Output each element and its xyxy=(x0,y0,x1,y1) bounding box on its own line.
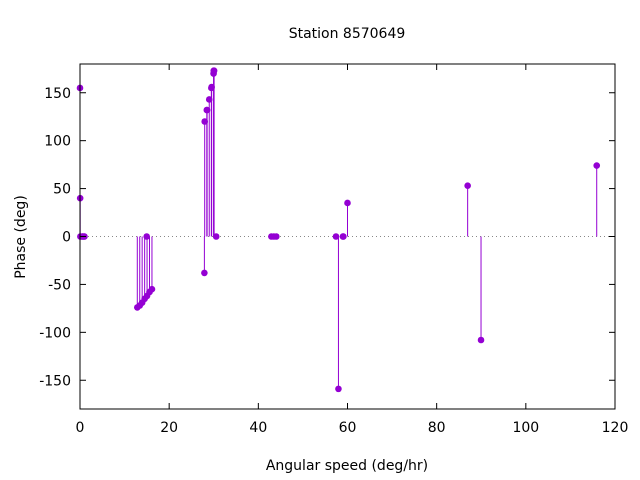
data-point xyxy=(208,83,215,91)
x-tick-label: 20 xyxy=(160,420,178,436)
data-point xyxy=(344,199,351,207)
x-tick-label: 0 xyxy=(76,420,85,436)
data-point xyxy=(464,182,471,190)
data-point xyxy=(201,118,208,125)
y-axis-label: Phase (deg) xyxy=(13,195,29,279)
data-point xyxy=(212,233,220,240)
data-point xyxy=(332,233,340,240)
data-point xyxy=(340,233,347,240)
data-point xyxy=(148,285,156,293)
x-tick-label: 80 xyxy=(428,420,446,436)
axis-ticks: 0 20 40 60 80 100 120 -150 -100 -50 0 50 100 150 xyxy=(39,64,628,436)
data-point xyxy=(203,106,211,114)
x-axis-label: Angular speed (deg/hr) xyxy=(266,458,428,474)
data-point xyxy=(593,162,601,169)
data-point xyxy=(205,96,213,103)
y-tick-label: 50 xyxy=(53,182,71,198)
y-tick-label: 150 xyxy=(44,86,71,102)
chart-title: Station 8570649 xyxy=(289,26,406,42)
data-point xyxy=(210,67,218,75)
y-tick-label: -150 xyxy=(39,373,71,389)
x-tick-label: 100 xyxy=(512,420,539,436)
series-points xyxy=(76,67,601,393)
data-point xyxy=(201,269,208,277)
data-point xyxy=(143,233,150,240)
y-tick-label: -50 xyxy=(48,277,71,293)
x-tick-label: 40 xyxy=(249,420,267,436)
y-tick-label: -100 xyxy=(39,325,71,341)
x-tick-label: 120 xyxy=(602,420,629,436)
x-tick-label: 60 xyxy=(339,420,357,436)
series-stems xyxy=(79,70,598,389)
y-tick-label: 100 xyxy=(44,134,71,150)
data-point xyxy=(273,233,280,240)
data-point xyxy=(477,336,485,344)
data-point xyxy=(335,385,342,393)
y-tick-label: 0 xyxy=(62,230,71,246)
